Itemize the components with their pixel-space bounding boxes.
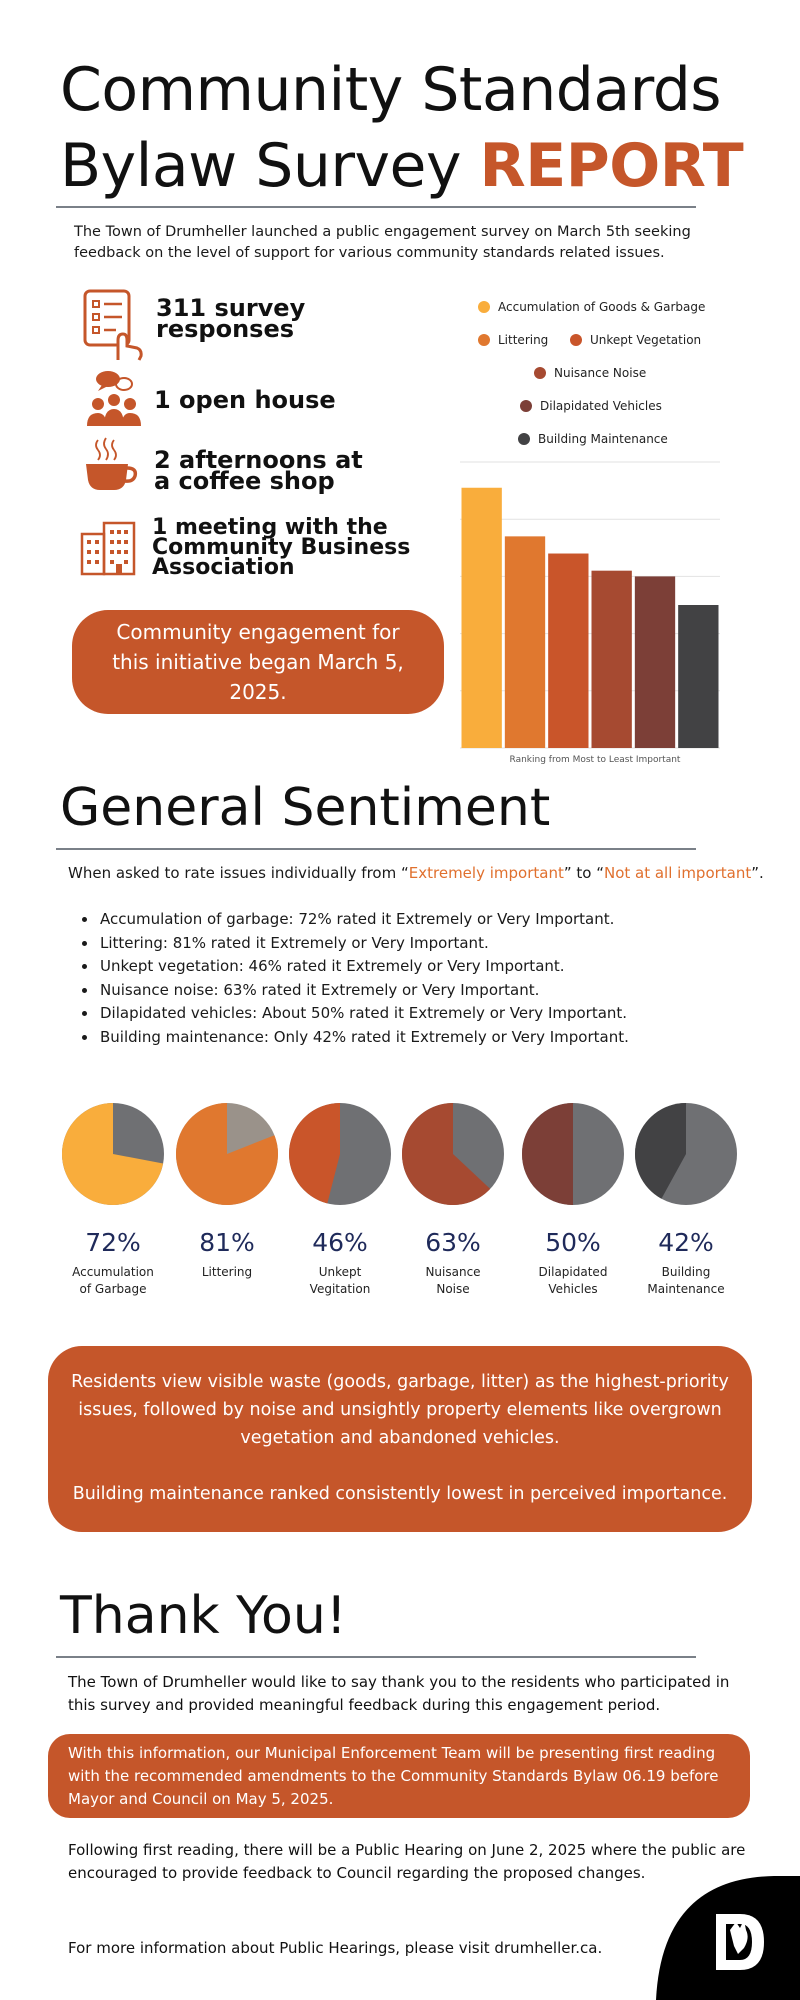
- legend-label: Nuisance Noise: [554, 366, 647, 380]
- office-building-icon: [80, 521, 136, 576]
- enforcement-box: With this information, our Municipal Enf…: [48, 1734, 750, 1818]
- pie-chart: [522, 1103, 624, 1205]
- ranking-bar-chart: Ranking from Most to Least Important: [460, 461, 720, 765]
- title-accent: REPORT: [479, 131, 744, 201]
- pie-value-slice: [635, 1103, 686, 1199]
- legend-label: Dilapidated Vehicles: [540, 399, 662, 413]
- engagement-pill: Community engagement for this initiative…: [72, 610, 444, 714]
- lead-text: ”.: [751, 864, 764, 882]
- pie-percent: 72%: [85, 1228, 141, 1257]
- summary-text: Residents view visible waste (goods, gar…: [71, 1372, 729, 1448]
- intro-text: The Town of Drumheller launched a public…: [74, 224, 691, 261]
- pie-label: Building Maintenance: [647, 1265, 725, 1296]
- enforcement-text: With this information, our Municipal Enf…: [68, 1744, 719, 1808]
- pie-chart: [176, 1103, 278, 1205]
- list-item: Building maintenance: Only 42% rated it …: [98, 1026, 778, 1050]
- pie-percent: 81%: [199, 1228, 255, 1257]
- open-house-people-icon: [87, 371, 141, 426]
- title-line-1: Community Standards: [60, 55, 722, 125]
- legend-swatch: [518, 433, 530, 445]
- pie-label: Unkept Vegitation: [309, 1265, 371, 1296]
- bar-building-maintenance: [678, 605, 719, 748]
- pie-label: Littering: [201, 1265, 253, 1279]
- pie-percent: 46%: [312, 1228, 368, 1257]
- title-line-2-text: Bylaw Survey: [60, 131, 480, 201]
- pie-chart: [61, 1103, 164, 1205]
- engagement-pill-text: Community engagement for this initiative…: [112, 620, 404, 704]
- chart-x-label: Ranking from Most to Least Important: [510, 755, 681, 765]
- thanks-paragraph: The Town of Drumheller would like to say…: [68, 1673, 730, 1714]
- pie-percent: 42%: [658, 1228, 714, 1257]
- chart-grid: [460, 461, 720, 749]
- stat-survey-label: 311 survey responses: [156, 294, 306, 343]
- legend-label: Accumulation of Goods & Garbage: [498, 300, 706, 314]
- sentiment-heading: General Sentiment: [60, 778, 551, 838]
- legend-swatch: [478, 334, 490, 346]
- pie-value-slice: [61, 1103, 164, 1205]
- pie-chart: [635, 1103, 737, 1205]
- pie-value-slice: [176, 1103, 278, 1205]
- thanks-divider: [56, 1656, 696, 1658]
- list-item: Littering: 81% rated it Extremely or Ver…: [98, 932, 778, 956]
- pie-value-slice: [288, 1103, 340, 1204]
- sentiment-lead: When asked to rate issues individually f…: [68, 864, 764, 882]
- stat-coffee-label: 2 afternoons at a coffee shop: [154, 446, 363, 495]
- pie-value-slice: [522, 1103, 573, 1205]
- lead-text: When asked to rate issues individually f…: [68, 864, 409, 882]
- chart-bars: [461, 487, 719, 748]
- stat-business-meeting: 1 meeting with the Community Business As…: [152, 515, 411, 580]
- legend-item: Dilapidated Vehicles: [520, 399, 662, 413]
- lead-highlight-extreme: Extremely important: [408, 864, 564, 882]
- pie-value-slice: [402, 1103, 491, 1205]
- stat-coffee-shop: 2 afternoons at a coffee shop: [154, 446, 363, 495]
- lead-highlight-not: Not at all important: [603, 864, 752, 882]
- legend-item: Littering: [478, 333, 548, 347]
- thanks-heading: Thank You!: [60, 1586, 347, 1646]
- pie-label: Nuisance Noise: [425, 1265, 481, 1296]
- survey-clipboard-icon: [83, 289, 143, 361]
- lead-text: ” to “: [563, 864, 604, 882]
- legend-swatch: [570, 334, 582, 346]
- more-info-paragraph: For more information about Public Hearin…: [68, 1939, 603, 1957]
- bar-unkept-vegetation: [548, 553, 589, 748]
- page-title: Community Standards Bylaw Survey REPORT: [60, 52, 744, 204]
- list-item: Nuisance noise: 63% rated it Extremely o…: [98, 979, 778, 1003]
- stat-open-house: 1 open house: [154, 386, 336, 414]
- legend-item: Building Maintenance: [518, 432, 668, 446]
- bar-accumulation-of-goods-garbage: [461, 487, 502, 748]
- pie-chart: [402, 1103, 504, 1205]
- pie-label: Dilapidated Vehicles: [538, 1265, 608, 1296]
- legend-item: Accumulation of Goods & Garbage: [478, 300, 705, 314]
- legend-label: Littering: [498, 333, 549, 347]
- pie-label: Accumulation of Garbage: [72, 1265, 154, 1296]
- legend-swatch: [520, 400, 532, 412]
- summary-highlight-box: Residents view visible waste (goods, gar…: [48, 1346, 752, 1532]
- title-divider: [56, 206, 696, 208]
- list-item: Dilapidated vehicles: About 50% rated it…: [98, 1002, 778, 1026]
- summary-text: Building maintenance ranked consistently…: [72, 1484, 728, 1504]
- bar-dilapidated-vehicles: [634, 576, 676, 748]
- pie-chart: [288, 1103, 391, 1205]
- list-item: Unkept vegetation: 46% rated it Extremel…: [98, 955, 778, 979]
- list-item: Accumulation of garbage: 72% rated it Ex…: [98, 908, 778, 932]
- legend-swatch: [478, 301, 490, 313]
- title-line-2: Bylaw Survey REPORT: [60, 128, 744, 204]
- legend-label: Unkept Vegetation: [590, 333, 702, 347]
- coffee-cup-icon: [86, 437, 138, 490]
- legend-item: Nuisance Noise: [534, 366, 646, 380]
- legend-swatch: [534, 367, 546, 379]
- pie-percent: 63%: [425, 1228, 481, 1257]
- stat-survey-responses: 311 survey responses: [156, 294, 306, 343]
- sentiment-divider: [56, 848, 696, 850]
- stat-meeting-label: 1 meeting with the Community Business As…: [152, 515, 411, 580]
- bar-littering: [504, 536, 546, 748]
- legend-item: Unkept Vegetation: [570, 333, 701, 347]
- legend-label: Building Maintenance: [538, 432, 668, 446]
- public-hearing-paragraph: Following first reading, there will be a…: [68, 1841, 746, 1882]
- sentiment-list: Accumulation of garbage: 72% rated it Ex…: [74, 908, 778, 1049]
- bar-nuisance-noise: [591, 570, 632, 748]
- pie-percent: 50%: [545, 1228, 601, 1257]
- drumheller-logo-icon: [656, 1876, 800, 2000]
